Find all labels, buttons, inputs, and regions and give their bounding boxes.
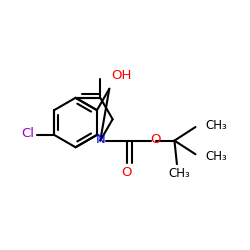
- Text: O: O: [150, 133, 161, 146]
- Text: O: O: [121, 166, 132, 179]
- Text: CH₃: CH₃: [206, 118, 228, 132]
- Text: OH: OH: [112, 69, 132, 82]
- Text: N: N: [96, 133, 105, 146]
- Text: Cl: Cl: [22, 127, 35, 140]
- Text: CH₃: CH₃: [206, 150, 228, 163]
- Text: CH₃: CH₃: [168, 167, 190, 180]
